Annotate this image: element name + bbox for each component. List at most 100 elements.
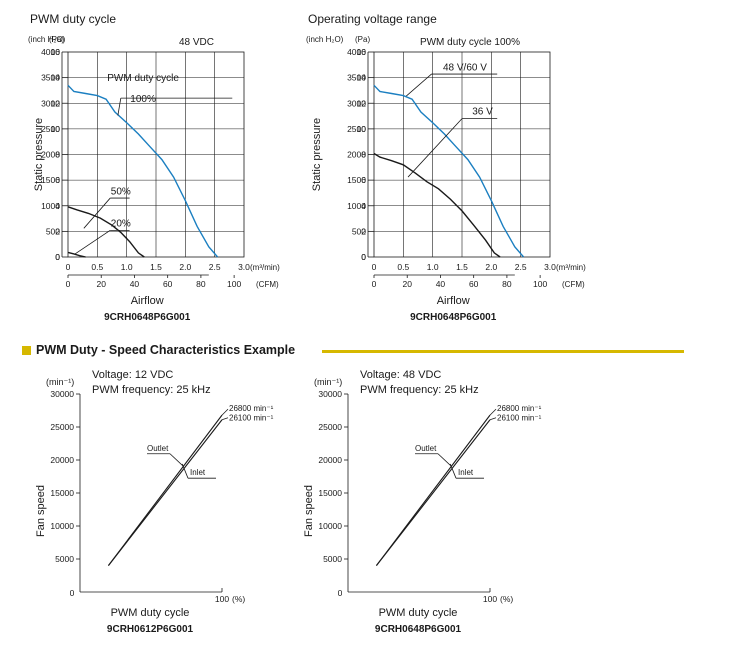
x-tick-100: 100 [215, 594, 229, 604]
leader-inlet [449, 463, 457, 479]
y-tick-inch: 8 [55, 150, 60, 160]
x-axis-title: PWM duty cycle [111, 607, 190, 619]
note-frequency: PWM frequency: 25 kHz [360, 384, 479, 396]
leader-outlet-end [489, 408, 497, 416]
series-line-0 [373, 84, 525, 258]
section-title: PWM Duty - Speed Characteristics Example [36, 343, 296, 357]
y-tick-label: 15000 [50, 488, 74, 498]
y-axis-title: Static pressure [33, 118, 45, 191]
x-axis-title: Airflow [131, 295, 164, 307]
y-tick-pa: 2000 [41, 150, 60, 160]
y-tick-inch: 0 [55, 252, 60, 262]
y-tick-pa: 2500 [347, 124, 366, 134]
y-tick-label: 5000 [323, 554, 342, 564]
x-tick-m3: 0.5 [397, 262, 409, 272]
x-tick-m3: 2.5 [209, 262, 221, 272]
model-label: 9CRH0648P6G001 [375, 624, 462, 635]
chart-speed-12v: Voltage: 12 VDC PWM frequency: 25 kHz (min… [0, 362, 300, 652]
y-tick-label: 5000 [55, 554, 74, 564]
y-tick-pa: 4000 [41, 47, 60, 57]
y-tick-label: 25000 [50, 422, 74, 432]
pq-voltage-svg: (inch H₂O) (Pa) PWM duty cycle 100%0050021… [306, 35, 586, 323]
y-tick-inch: 6 [361, 175, 366, 185]
y-tick-pa: 3000 [41, 98, 60, 108]
y-tick-pa: 0 [361, 252, 366, 262]
y-tick-inch: 16 [51, 47, 61, 57]
note-voltage: Voltage: 12 VDC [92, 369, 173, 381]
leader-50 [83, 197, 111, 229]
leader-inlet [181, 463, 189, 479]
label-20: 20% [111, 218, 131, 229]
y-tick-inch: 14 [51, 73, 61, 83]
label-36v: 36 V [472, 107, 493, 118]
y-tick-pa: 2500 [41, 124, 60, 134]
y-tick-inch: 10 [357, 124, 367, 134]
x-tick-cfm: 40 [130, 279, 140, 289]
x-unit: (%) [232, 594, 245, 604]
leader-inlet-end [489, 417, 497, 421]
leader-outlet [437, 453, 452, 467]
section-rule [322, 350, 684, 353]
x-tick-m3: 1.5 [456, 262, 468, 272]
leader-outlet-end [221, 408, 229, 416]
chart-title-voltage: Operating voltage range [308, 12, 437, 26]
speed-12v-svg: Voltage: 12 VDC PWM frequency: 25 kHz (min… [35, 369, 274, 635]
y-tick-inch: 12 [357, 98, 367, 108]
end-label-outlet: 26800 min⁻¹ [497, 404, 542, 413]
x-tick-cfm: 60 [469, 279, 479, 289]
y-tick-pa: 3000 [347, 98, 366, 108]
x-tick-m3: 2.0 [485, 262, 497, 272]
y-tick-pa: 1500 [41, 175, 60, 185]
end-label-inlet: 26100 min⁻¹ [229, 414, 274, 423]
y-axis-title: Fan speed [303, 485, 315, 537]
x-unit-cfm: (CFM) [256, 280, 279, 289]
y-tick-inch: 4 [55, 201, 60, 211]
y-tick-pa: 3500 [41, 73, 60, 83]
note-voltage: Voltage: 48 VDC [360, 369, 441, 381]
y-tick-inch: 2 [361, 226, 366, 236]
y-tick-label: 20000 [50, 455, 74, 465]
pq-pwm-svg: (inch H₂O)(Pa) 48 VDC00500210004150062000… [28, 35, 280, 323]
y-tick-label: 30000 [318, 389, 342, 399]
x-unit: (%) [500, 594, 513, 604]
y-tick-inch: 16 [357, 47, 367, 57]
y-tick-inch: 10 [51, 124, 61, 134]
x-tick-cfm: 0 [66, 279, 71, 289]
leader-48v [406, 73, 432, 97]
y-tick-label: 25000 [318, 422, 342, 432]
x-tick-cfm: 80 [502, 279, 512, 289]
model-label: 9CRH0648P6G001 [410, 312, 497, 323]
leader-100 [117, 98, 122, 116]
series-line-2 [67, 251, 86, 258]
leader-outlet [169, 453, 184, 467]
x-tick-cfm: 20 [96, 279, 106, 289]
x-tick-0: 0 [70, 588, 75, 598]
x-tick-0: 0 [338, 588, 343, 598]
x-tick-cfm: 100 [227, 279, 241, 289]
y-tick-label: 10000 [318, 521, 342, 531]
y-tick-pa: 1000 [41, 201, 60, 211]
label-inlet: Inlet [458, 468, 474, 477]
x-tick-m3: 1.0 [121, 262, 133, 272]
x-tick-cfm: 20 [402, 279, 412, 289]
series-line-inlet [107, 419, 223, 566]
chart-title-pwm: PWM duty cycle [30, 12, 117, 26]
label-inlet: Inlet [190, 468, 206, 477]
y-tick-pa: 4000 [347, 47, 366, 57]
y-tick-pa: 3500 [347, 73, 366, 83]
section-bullet [22, 346, 31, 355]
x-unit-m3: (m³/min) [250, 263, 280, 272]
x-tick-m3: 3.0 [544, 262, 556, 272]
x-tick-m3: 0 [66, 262, 71, 272]
label-50: 50% [111, 186, 131, 197]
model-label: 9CRH0648P6G001 [104, 312, 191, 323]
x-tick-cfm: 80 [196, 279, 206, 289]
y-tick-inch: 0 [361, 252, 366, 262]
x-unit-cfm: (CFM) [562, 280, 585, 289]
y-unit: (min⁻¹) [46, 377, 74, 387]
leader-inlet-end [221, 417, 229, 421]
y-tick-pa: 1500 [347, 175, 366, 185]
end-label-outlet: 26800 min⁻¹ [229, 404, 274, 413]
x-unit-m3: (m³/min) [556, 263, 586, 272]
x-tick-m3: 3.0 [238, 262, 250, 272]
